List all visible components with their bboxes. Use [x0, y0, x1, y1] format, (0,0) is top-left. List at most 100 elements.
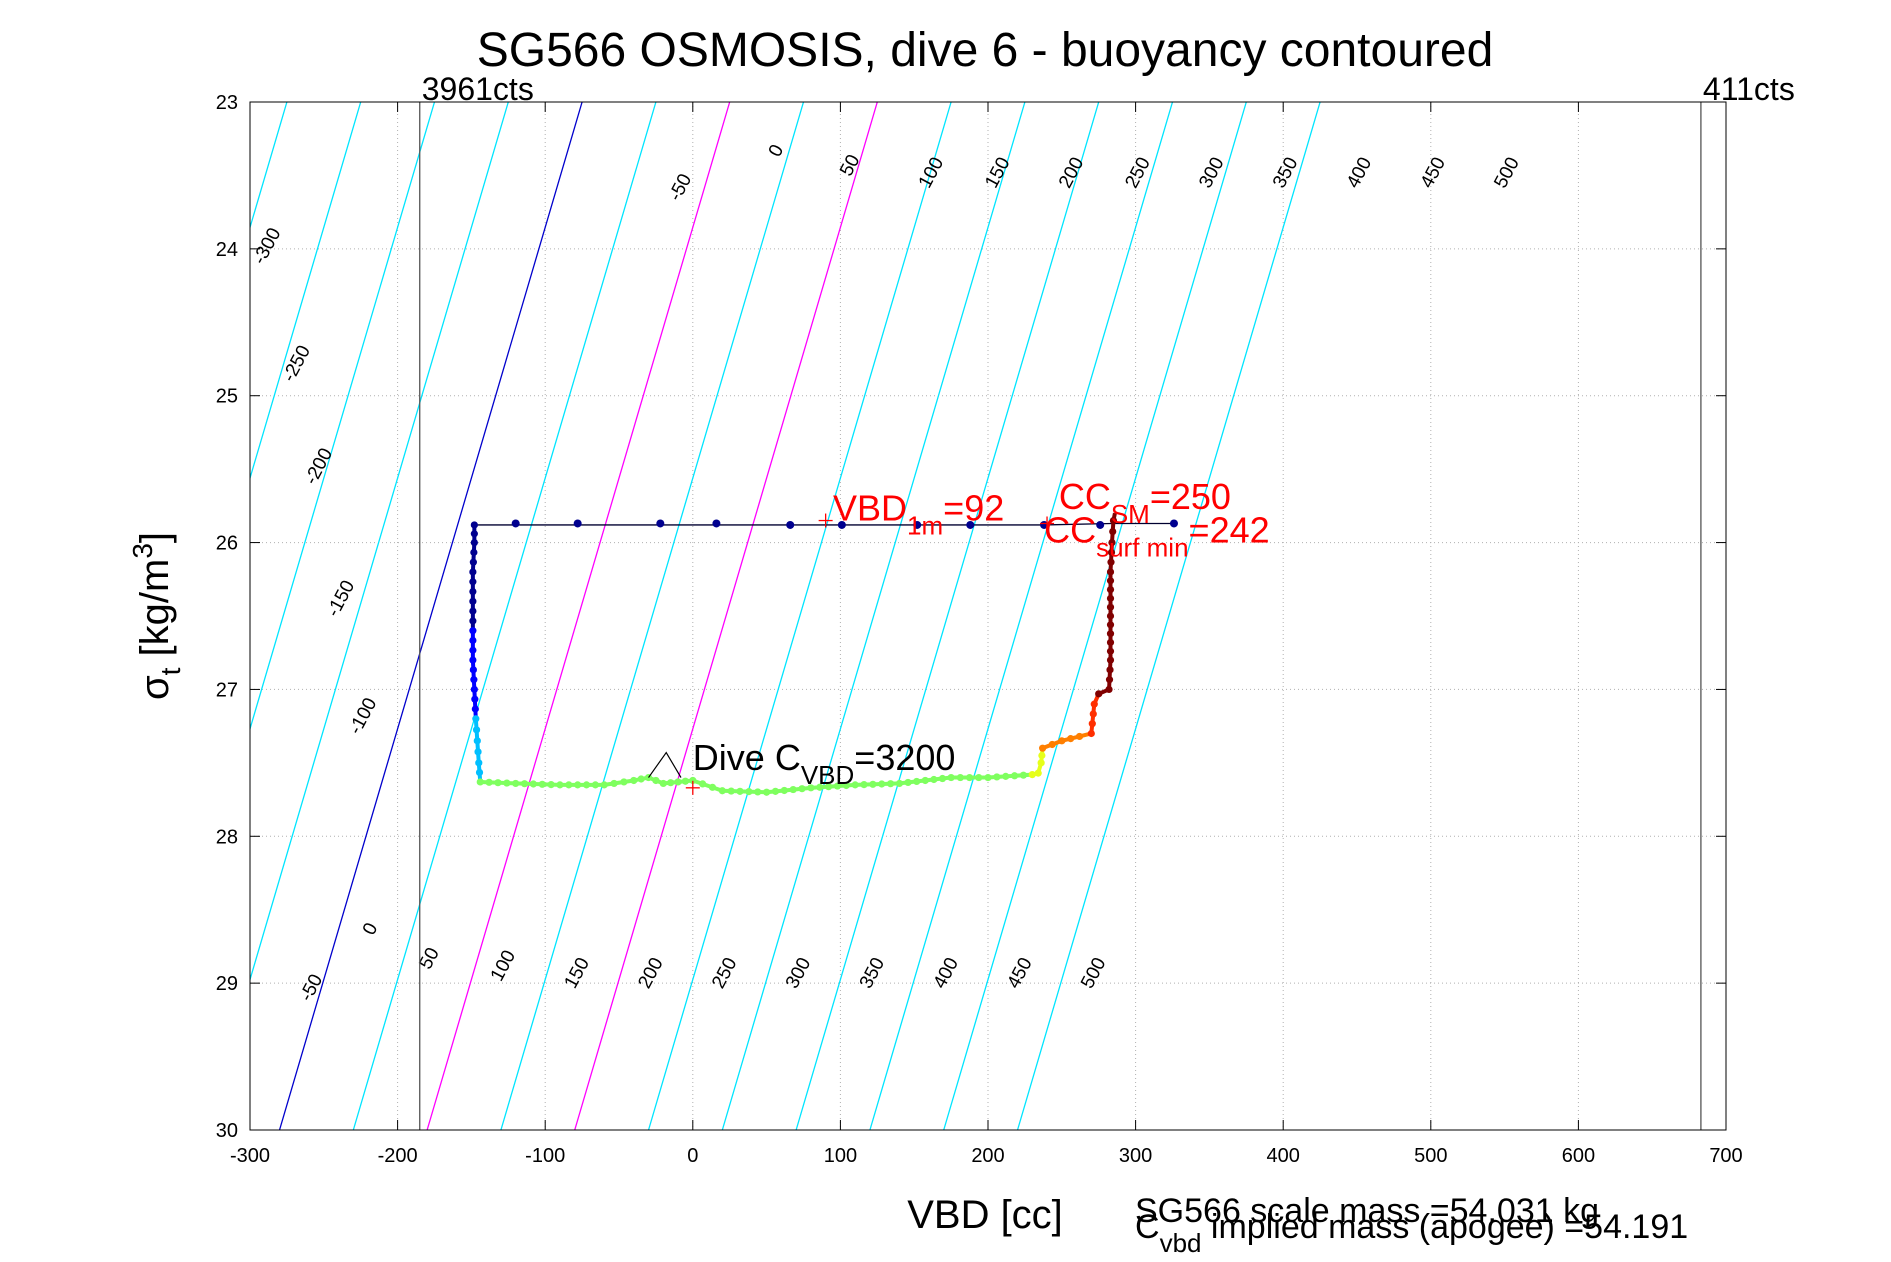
path-point [904, 778, 912, 787]
buoyancy-contours [0, 102, 1321, 1130]
path-point [1106, 594, 1115, 602]
path-point [1106, 585, 1115, 594]
x-tick-label: -200 [378, 1145, 418, 1167]
path-point [965, 773, 974, 782]
descent-point [1169, 519, 1178, 528]
y-tick-label: 29 [216, 973, 238, 995]
implied-mass-text: Cvbd implied mass (apogee) =54.191 [1135, 1208, 1688, 1258]
contour-line [250, 102, 509, 982]
contour-label: 200 [634, 954, 667, 992]
y-tick-label: 30 [216, 1120, 238, 1142]
path-point [1106, 638, 1115, 647]
path-point [565, 781, 573, 789]
contour-label: 250 [1121, 154, 1154, 192]
path-point [869, 780, 877, 788]
descent-point [656, 519, 665, 528]
implied-mass-value: implied mass (apogee) =54.191 [1201, 1208, 1688, 1246]
contour-line [0, 102, 139, 1130]
path-point [470, 548, 478, 556]
x-tick-label: 500 [1414, 1145, 1447, 1167]
path-point [1034, 769, 1042, 777]
path-point [574, 781, 582, 789]
path-point [1106, 630, 1115, 638]
path-point [718, 787, 726, 795]
path-point [600, 781, 608, 789]
path-point [886, 780, 895, 788]
path-point [1038, 751, 1046, 760]
annotation-cc-sm: CCSM=250 [1059, 476, 1231, 529]
path-point [469, 558, 477, 566]
path-point [512, 779, 520, 788]
path-point [469, 607, 477, 615]
contour-label: 300 [1195, 154, 1228, 192]
y-tick-label: 26 [216, 533, 238, 555]
path-point [547, 780, 555, 789]
path-point [469, 597, 477, 605]
path-point [1058, 737, 1066, 745]
path-point [470, 521, 478, 529]
y-tick-label: 28 [216, 826, 238, 848]
contour-line [278, 102, 583, 1130]
path-point [681, 777, 690, 785]
path-point [851, 781, 859, 789]
y-tick-label: 23 [216, 92, 238, 114]
x-tick-label: 400 [1267, 1145, 1300, 1167]
path-point [494, 779, 502, 787]
path-point [1067, 735, 1075, 743]
contour-line [869, 102, 1174, 1130]
path-point [475, 759, 483, 767]
path-point [754, 788, 762, 796]
x-tick-label: 100 [824, 1145, 857, 1167]
contour-line [352, 102, 657, 1130]
contour-line [943, 102, 1247, 1130]
path-point [1106, 656, 1115, 664]
contour-line [500, 102, 805, 1130]
path-point [1075, 732, 1084, 741]
path-point [1028, 771, 1036, 779]
count-label: 3961cts [422, 71, 534, 107]
path-point [1107, 548, 1116, 556]
annotation-cc-surf-min: CCsurf min=242 [1044, 510, 1270, 563]
contour-label: 300 [782, 954, 815, 992]
path-point [556, 781, 564, 789]
annotation-dive-cvbd: Dive CVBD=3200 [693, 737, 956, 790]
path-point [913, 777, 921, 786]
path-point [1095, 690, 1103, 698]
path-point [1088, 720, 1096, 728]
contour-label: -300 [249, 225, 285, 268]
path-point [582, 781, 591, 789]
path-point [1090, 700, 1098, 708]
path-point [470, 685, 478, 694]
y-axis-label-subscript: t [155, 667, 186, 675]
path-point [1106, 568, 1115, 576]
path-point [1089, 710, 1097, 718]
contour-line [721, 102, 1026, 1130]
x-tick-label: 600 [1562, 1145, 1595, 1167]
contour-label: -100 [345, 694, 381, 737]
y-tick-label: 25 [216, 386, 238, 408]
y-axis-label: σt [kg/m3] [127, 532, 186, 700]
x-axis-label: VBD [cc] [907, 1193, 1063, 1237]
path-point [833, 782, 842, 790]
path-point [610, 779, 618, 788]
path-point [475, 768, 484, 777]
path-point [763, 788, 771, 796]
descent-point [712, 519, 721, 528]
path-point [469, 578, 477, 586]
contour-label: 450 [1417, 154, 1450, 192]
contour-label: 400 [1343, 154, 1376, 192]
contour-label: 200 [1055, 154, 1088, 192]
path-point [984, 773, 992, 782]
path-segment [470, 630, 478, 719]
path-point [1019, 771, 1028, 779]
contour-label: -150 [323, 577, 359, 620]
contour-label: -50 [296, 971, 327, 1005]
path-point [469, 627, 477, 635]
path-point [630, 776, 638, 785]
contour-label: 50 [836, 151, 864, 180]
implied-mass-subscript: vbd [1160, 1228, 1202, 1258]
path-point [1106, 612, 1115, 620]
count-label: 411cts [1703, 71, 1795, 107]
contour-label: 100 [487, 947, 520, 985]
